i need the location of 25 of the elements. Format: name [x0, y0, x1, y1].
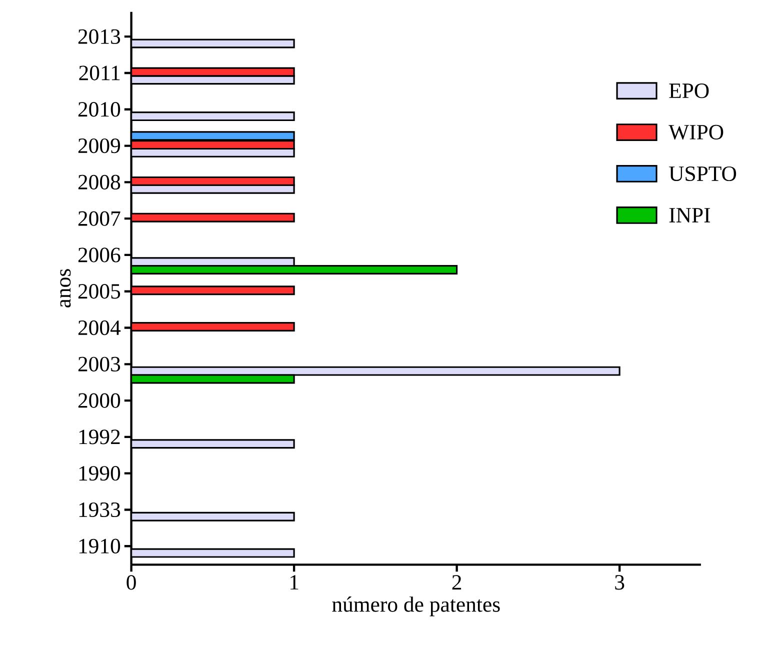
y-tick-label: 1992 [79, 430, 120, 444]
legend-label: WIPO [668, 125, 724, 140]
y-tick-label: 2009 [78, 138, 120, 154]
legend-label: USPTO [669, 166, 736, 182]
y-tick-label: 2006 [78, 248, 120, 263]
y-tick-label: 2013 [78, 29, 120, 44]
y-tick-label: 1910 [79, 539, 120, 554]
y-tick-label: 2010 [78, 102, 120, 117]
y-tick-label: 2008 [78, 175, 120, 190]
x-axis-title: número de patentes [332, 596, 500, 616]
y-tick-label: 1933 [79, 502, 120, 518]
x-tick-label: 1 [290, 575, 298, 590]
x-tick-label: 2 [452, 575, 462, 590]
legend-label: EPO [669, 84, 709, 98]
y-tick-label: 2011 [79, 66, 120, 81]
legend-label: INPI [669, 208, 710, 223]
x-tick-label: 0 [126, 575, 136, 590]
y-tick-label: 2000 [78, 393, 120, 408]
y-tick-label: 2004 [78, 320, 121, 336]
y-axis-title: anos [60, 269, 71, 308]
y-tick-label: 2007 [78, 211, 120, 226]
y-tick-label: 2003 [78, 357, 120, 372]
y-tick-label: 1990 [79, 466, 120, 481]
x-tick-label: 3 [615, 575, 624, 590]
y-tick-label: 2005 [78, 284, 120, 299]
